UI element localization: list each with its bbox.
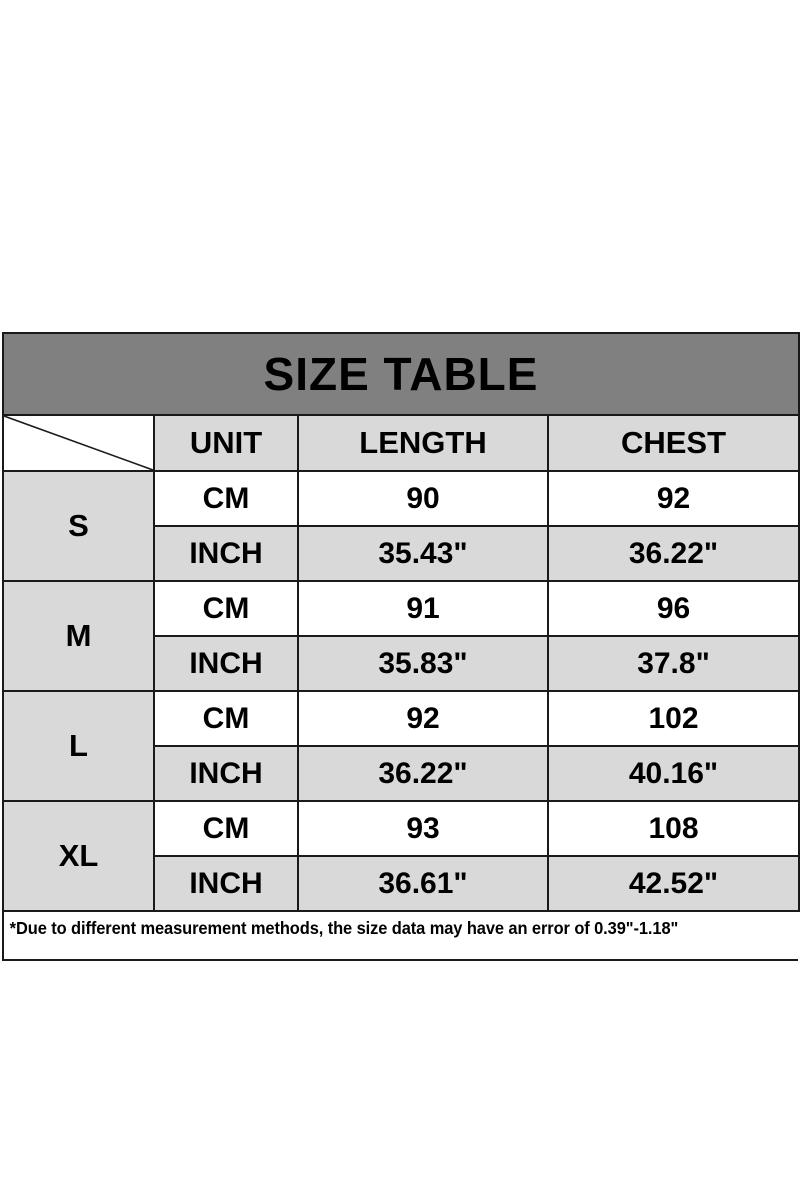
chest-value: 36.22" (547, 525, 800, 582)
length-value: 35.43" (297, 525, 549, 582)
table-row: XL CM 93 108 (2, 800, 800, 912)
unit-cell: CM (153, 690, 299, 747)
table-row: S CM 90 92 (2, 470, 800, 582)
length-value: 35.83" (297, 635, 549, 692)
table-row: INCH 35.83" 37.8" (3, 635, 800, 692)
size-label-s: S (2, 470, 155, 582)
size-label-l: L (2, 690, 155, 802)
table-row: INCH 36.22" 40.16" (3, 745, 800, 802)
chest-value: 37.8" (547, 635, 800, 692)
diagonal-split-icon (2, 414, 155, 472)
unit-cell: CM (153, 800, 299, 857)
table-header-row: UNIT LENGTH CHEST (2, 414, 800, 472)
size-chart-container: SIZE TABLE UNIT LENGTH CHEST S (2, 332, 800, 961)
column-header-unit: UNIT (153, 414, 299, 472)
unit-cell: INCH (153, 635, 299, 692)
measurement-disclaimer: *Due to different measurement methods, t… (9, 918, 679, 938)
chest-value: 92 (547, 470, 800, 527)
column-header-length: LENGTH (297, 414, 549, 472)
unit-cell: CM (153, 580, 299, 637)
length-value: 36.61" (297, 855, 549, 912)
unit-cell: INCH (153, 525, 299, 582)
unit-cell: CM (153, 470, 299, 527)
length-value: 93 (297, 800, 549, 857)
table-row: L CM 92 102 (2, 690, 800, 802)
table-row: M CM 91 96 (2, 580, 800, 692)
chest-value: 96 (547, 580, 800, 637)
length-value: 92 (297, 690, 549, 747)
chest-value: 42.52" (547, 855, 800, 912)
unit-cell: INCH (153, 855, 299, 912)
table-row: INCH 35.43" 36.22" (3, 525, 800, 582)
footnote-container: *Due to different measurement methods, t… (2, 912, 798, 961)
table-row: INCH 36.61" 42.52" (3, 855, 800, 912)
table-title: SIZE TABLE (2, 332, 800, 416)
length-value: 91 (297, 580, 549, 637)
size-table: SIZE TABLE UNIT LENGTH CHEST S (2, 332, 800, 912)
chest-value: 108 (547, 800, 800, 857)
size-label-xl: XL (2, 800, 155, 912)
table-title-row: SIZE TABLE (2, 332, 800, 416)
chest-value: 40.16" (547, 745, 800, 802)
size-label-m: M (2, 580, 155, 692)
unit-cell: INCH (153, 745, 299, 802)
length-value: 90 (297, 470, 549, 527)
chest-value: 102 (547, 690, 800, 747)
column-header-chest: CHEST (547, 414, 800, 472)
length-value: 36.22" (297, 745, 549, 802)
